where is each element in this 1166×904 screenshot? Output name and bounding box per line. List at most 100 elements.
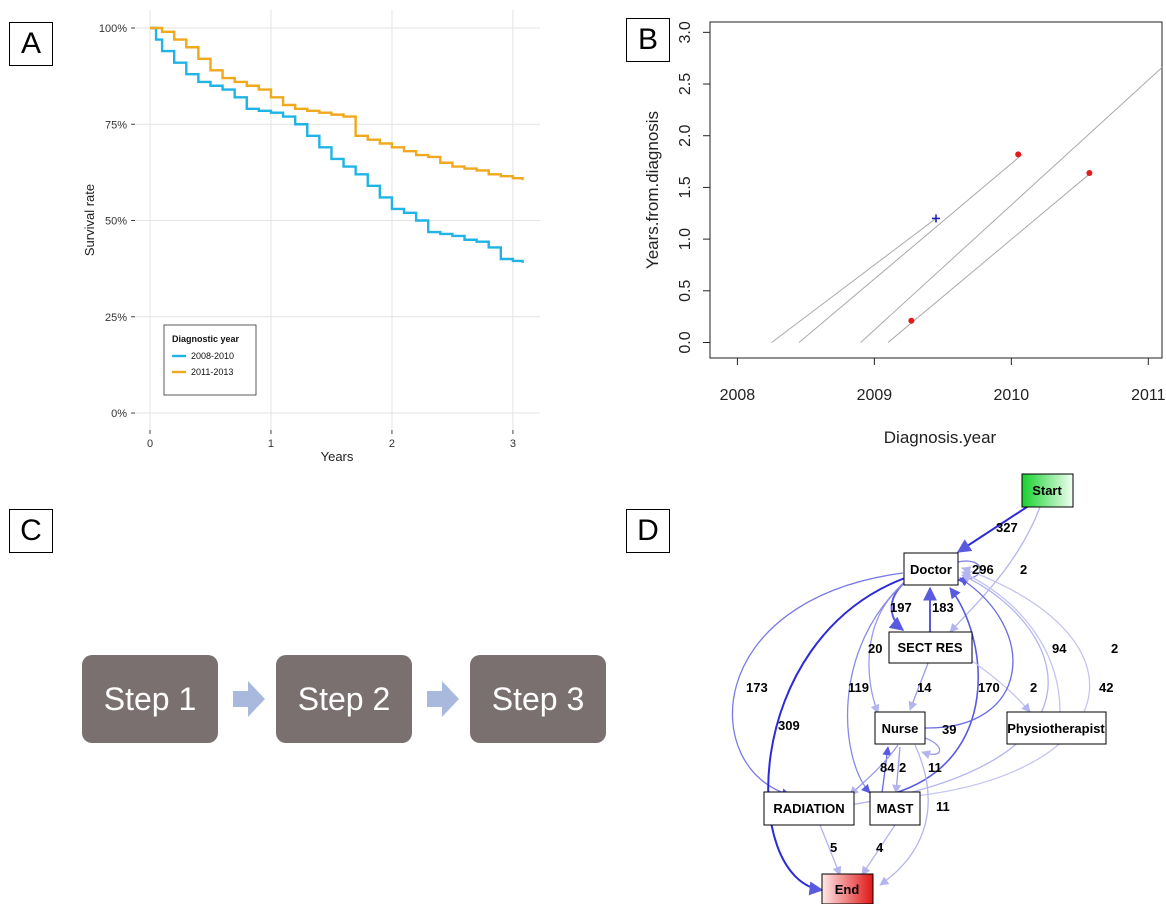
x-tick-label: 0 [147, 438, 153, 450]
node-start-label: Start [1032, 483, 1062, 498]
step-box-2: Step 2 [276, 655, 412, 743]
edge-doctor-radiation [731, 572, 904, 798]
plot-frame [709, 21, 1163, 359]
censored-marker [932, 214, 940, 223]
node-end-label: End [835, 882, 860, 897]
edge-label: 119 [848, 680, 869, 695]
y-tick-label: 0% [111, 408, 127, 420]
node-physiotherapist-label: Physiotherapist [1007, 721, 1105, 736]
node-physiotherapist [1006, 711, 1107, 745]
series-line-2011-2013 [150, 26, 524, 181]
panel-label-c: C [9, 509, 53, 553]
y-tick-label: 0.0 [677, 331, 694, 353]
y-tick-label: 1.0 [677, 228, 694, 250]
edge-label: 173 [746, 680, 768, 695]
node-nurse-label: Nurse [882, 721, 919, 736]
edge-radiation-doctor [849, 574, 1049, 806]
legend-entry: 2011-2013 [191, 367, 233, 377]
edge-label: 4 [876, 840, 884, 855]
edge-start-sect [949, 506, 1041, 633]
y-axis-label: Years.from.diagnosis [643, 111, 662, 269]
edge-label: 2 [1111, 641, 1118, 656]
step-box-1: Step 1 [82, 655, 218, 743]
edge-radiation-end [819, 824, 842, 876]
node-doctor [903, 552, 959, 586]
edge-label: 39 [942, 722, 956, 737]
event-point [1015, 151, 1022, 158]
x-axis-label: Years [321, 449, 354, 464]
x-tick-label: 2010 [994, 387, 1030, 404]
y-tick-label: 100% [99, 23, 127, 35]
panel-label-b: B [626, 18, 670, 62]
y-tick-label: 25% [105, 312, 127, 324]
x-tick-label: 2008 [720, 387, 756, 404]
edge-label: 94 [1052, 641, 1067, 656]
edge-label: 14 [917, 680, 932, 695]
edge-doctor-end [767, 577, 906, 896]
node-radiation [763, 791, 855, 826]
x-tick-label: 2 [389, 438, 395, 450]
edge-label: 197 [890, 600, 912, 615]
edge-sect-nurse [908, 657, 931, 711]
step-box-3: Step 3 [470, 655, 606, 743]
x-tick-label: 3 [510, 438, 516, 450]
event-point [1086, 169, 1093, 176]
x-tick-label: 2011 [1131, 387, 1166, 404]
edge-label: 5 [830, 840, 837, 855]
x-axis-label: Diagnosis.year [884, 428, 997, 447]
event-point [908, 317, 915, 324]
legend-title: Diagnostic year [172, 334, 240, 344]
edge-mast-doctor [894, 587, 979, 794]
y-tick-label: 50% [105, 216, 127, 228]
edge-label: 42 [1099, 680, 1113, 695]
follow-up-line [860, 67, 1163, 343]
y-tick-label: 0.5 [677, 280, 694, 302]
edge-label: 2 [899, 760, 906, 775]
node-nurse [874, 711, 926, 745]
x-tick-label: 1 [268, 438, 274, 450]
x-tick-label: 2009 [857, 387, 893, 404]
node-sect-res-label: SECT RES [897, 640, 962, 655]
edge-label: 84 [880, 760, 895, 775]
edge-label: 2 [1030, 680, 1037, 695]
edge-doctor-mast [847, 581, 906, 794]
edge-label: 11 [928, 760, 942, 775]
node-mast-label: MAST [877, 801, 914, 816]
node-radiation-label: RADIATION [773, 801, 844, 816]
edge-mast-end [861, 824, 896, 876]
panel-label-a: A [9, 22, 53, 66]
follow-up-line [798, 153, 1023, 343]
edge-label: 327 [996, 520, 1018, 535]
edge-nurse-mast [892, 746, 902, 794]
edge-nurse-end [879, 744, 929, 886]
node-doctor-label: Doctor [910, 562, 952, 577]
node-start [1021, 473, 1074, 508]
edge-label: 183 [932, 600, 954, 615]
edge-label: 309 [778, 718, 800, 733]
edge-label: 296 [972, 562, 994, 577]
legend-entry: 2008-2010 [191, 351, 234, 361]
y-axis-label: Survival rate [82, 184, 97, 256]
y-tick-label: 75% [105, 119, 127, 131]
edge-physio-doctor [961, 571, 1061, 713]
follow-up-line [887, 172, 1092, 343]
legend-box [163, 324, 257, 396]
y-tick-label: 3.0 [677, 21, 694, 43]
series-line-2008-2010 [150, 26, 524, 263]
y-tick-label: 2.0 [677, 125, 694, 147]
node-sect-res [888, 631, 973, 664]
edge-start-doctor [956, 504, 1031, 553]
follow-up-line [771, 218, 937, 343]
edge-mast-doctor-2 [894, 566, 1091, 799]
edge-label: 20 [868, 641, 882, 656]
panel-label-d: D [626, 509, 670, 553]
y-tick-label: 1.5 [677, 176, 694, 198]
edge-nurse-doctor [924, 577, 1014, 729]
edge-label: 2 [1020, 562, 1027, 577]
edge-mast-nurse [881, 746, 892, 794]
node-end [821, 873, 874, 904]
node-mast [869, 791, 921, 826]
